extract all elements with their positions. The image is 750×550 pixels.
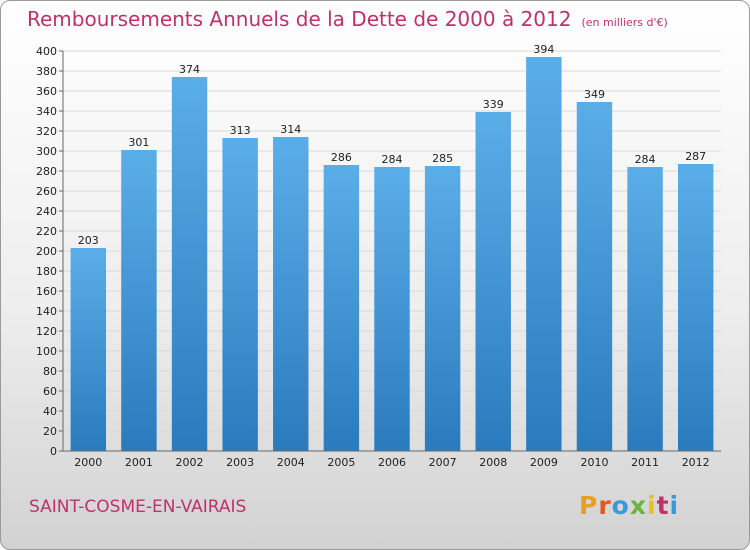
bar bbox=[374, 167, 410, 451]
commune-name: SAINT-COSME-EN-VAIRAIS bbox=[29, 497, 247, 517]
bar-value-label: 203 bbox=[78, 234, 99, 247]
bar-value-label: 339 bbox=[483, 98, 504, 111]
x-axis: 2000 2001 2002 2003 2004 2005 2006 2007 2008 2009… bbox=[63, 450, 721, 469]
x-tick-label: 2003 bbox=[226, 456, 254, 469]
y-tick-label: 380 bbox=[36, 65, 57, 78]
x-tick-label: 2005 bbox=[327, 456, 355, 469]
proxiti-logo: Proxiti bbox=[579, 491, 679, 520]
bar-value-label: 284 bbox=[382, 153, 403, 166]
y-tick-label: 220 bbox=[36, 225, 57, 238]
logo-letter: i bbox=[647, 491, 657, 520]
y-tick-label: 400 bbox=[36, 45, 57, 58]
x-tick-label: 2010 bbox=[580, 456, 608, 469]
y-tick-label: 360 bbox=[36, 85, 57, 98]
y-tick-label: 20 bbox=[43, 425, 57, 438]
x-tick-label: 2000 bbox=[74, 456, 102, 469]
bar-value-label: 286 bbox=[331, 151, 352, 164]
y-tick-label: 200 bbox=[36, 245, 57, 258]
x-tick-label: 2011 bbox=[631, 456, 659, 469]
y-tick-label: 280 bbox=[36, 165, 57, 178]
logo-letter: o bbox=[611, 491, 630, 520]
bar-value-label: 287 bbox=[685, 150, 706, 163]
bar-value-label: 314 bbox=[280, 123, 301, 136]
logo-letter: x bbox=[629, 491, 647, 520]
x-tick-label: 2004 bbox=[277, 456, 305, 469]
bar bbox=[121, 150, 157, 451]
y-tick-label: 320 bbox=[36, 125, 57, 138]
y-tick-label: 300 bbox=[36, 145, 57, 158]
x-tick-label: 2007 bbox=[429, 456, 457, 469]
bar bbox=[222, 138, 258, 451]
y-tick-label: 240 bbox=[36, 205, 57, 218]
x-tick-label: 2009 bbox=[530, 456, 558, 469]
bar bbox=[627, 167, 663, 451]
logo-letter: r bbox=[598, 491, 612, 520]
bar bbox=[424, 166, 461, 451]
x-tick-label: 2008 bbox=[479, 456, 507, 469]
y-axis: 0 20 40 60 80 100 120 140 160 180 200 220 240 260 280 3… bbox=[36, 45, 64, 458]
logo-letter: P bbox=[579, 491, 599, 520]
bar-value-label: 349 bbox=[584, 88, 605, 101]
logo-letter: t bbox=[656, 491, 670, 520]
bar bbox=[576, 102, 613, 451]
logo-letter: i bbox=[669, 491, 680, 520]
bar-value-label: 285 bbox=[432, 152, 453, 165]
bar bbox=[475, 112, 511, 451]
bar-value-label: 374 bbox=[179, 63, 200, 76]
chart-title: Remboursements Annuels de la Dette de 20… bbox=[27, 7, 668, 31]
bars: 203 301 374 313 314 286 284 285 339 394 349 284 287 bbox=[70, 43, 714, 451]
bar-value-label: 301 bbox=[128, 136, 149, 149]
y-tick-label: 40 bbox=[43, 405, 57, 418]
chart-subtitle: (en milliers d'€) bbox=[581, 16, 668, 29]
bar bbox=[323, 165, 360, 451]
bar bbox=[273, 137, 309, 451]
chart-title-text: Remboursements Annuels de la Dette de 20… bbox=[27, 7, 572, 31]
y-tick-label: 60 bbox=[43, 385, 57, 398]
bar bbox=[171, 77, 208, 451]
y-tick-label: 100 bbox=[36, 345, 57, 358]
bar bbox=[70, 248, 107, 451]
y-tick-label: 80 bbox=[43, 365, 57, 378]
y-tick-label: 140 bbox=[36, 305, 57, 318]
y-tick-label: 260 bbox=[36, 185, 57, 198]
x-tick-label: 2001 bbox=[125, 456, 153, 469]
x-tick-label: 2012 bbox=[682, 456, 710, 469]
bar-value-label: 284 bbox=[635, 153, 656, 166]
y-tick-label: 0 bbox=[50, 445, 57, 458]
y-tick-label: 160 bbox=[36, 285, 57, 298]
bar bbox=[677, 164, 714, 451]
x-tick-label: 2006 bbox=[378, 456, 406, 469]
y-tick-label: 340 bbox=[36, 105, 57, 118]
y-tick-label: 120 bbox=[36, 325, 57, 338]
bar-value-label: 394 bbox=[533, 43, 554, 56]
x-tick-label: 2002 bbox=[176, 456, 204, 469]
bar bbox=[526, 57, 562, 451]
y-tick-label: 180 bbox=[36, 265, 57, 278]
bar-value-label: 313 bbox=[230, 124, 251, 137]
